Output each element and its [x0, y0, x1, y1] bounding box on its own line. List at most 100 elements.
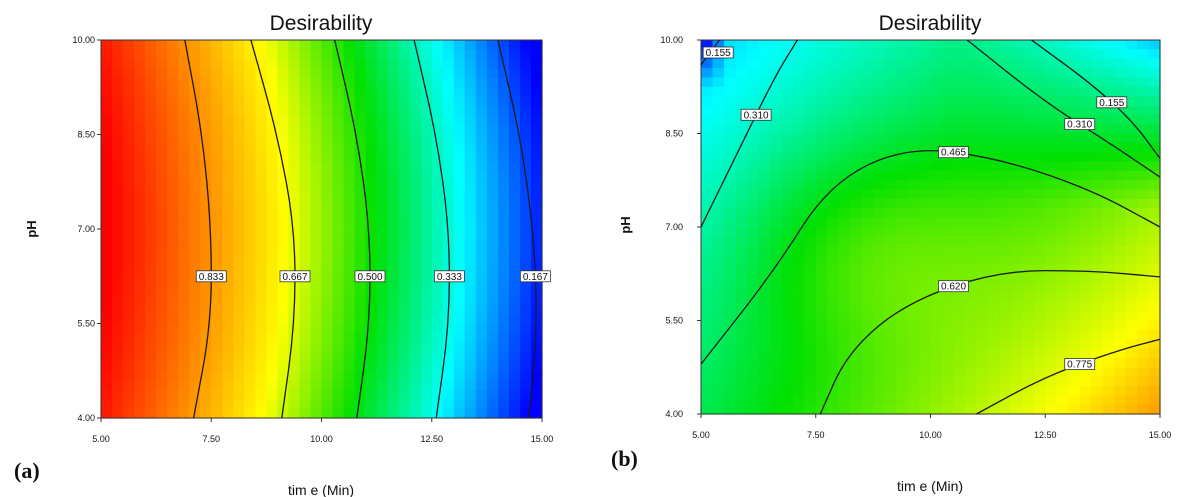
heatmap-cell	[1148, 264, 1161, 275]
heatmap-cell	[1068, 367, 1081, 378]
heatmap-cell	[145, 285, 157, 296]
heatmap-cell	[873, 58, 886, 69]
heatmap-cell	[277, 143, 290, 154]
heatmap-cell	[442, 361, 455, 372]
heatmap-cell	[701, 311, 714, 322]
heatmap-cell	[145, 238, 157, 249]
heatmap-cell	[277, 68, 290, 79]
heatmap-cell	[376, 115, 389, 126]
heatmap-cell	[497, 134, 510, 145]
heatmap-cell	[398, 77, 411, 88]
heatmap-cell	[299, 96, 312, 107]
heatmap-cell	[896, 245, 909, 256]
heatmap-cell	[332, 143, 345, 154]
heatmap-cell	[769, 161, 782, 172]
heatmap-cell	[1056, 245, 1069, 256]
heatmap-cell	[332, 125, 345, 136]
heatmap-cell	[409, 323, 422, 334]
heatmap-cell	[101, 134, 113, 145]
heatmap-cell	[838, 180, 851, 191]
heatmap-cell	[861, 311, 874, 322]
heatmap-cell	[815, 96, 828, 107]
heatmap-cell	[431, 380, 444, 391]
heatmap-cell	[420, 257, 433, 268]
heatmap-cell	[299, 304, 312, 315]
heatmap-cell	[735, 264, 748, 275]
heatmap-cell	[873, 180, 886, 191]
heatmap-cell	[453, 408, 466, 419]
heatmap-cell	[723, 198, 737, 209]
heatmap-cell	[376, 87, 389, 98]
heatmap-cell	[723, 311, 737, 322]
heatmap-cell	[332, 96, 345, 107]
heatmap-cell	[896, 152, 909, 163]
heatmap-cell	[838, 273, 851, 284]
heatmap-cell	[976, 124, 989, 135]
heatmap-cell	[310, 238, 323, 249]
heatmap-cell	[233, 181, 245, 192]
heatmap-cell	[1022, 133, 1035, 144]
heatmap-cell	[167, 58, 179, 69]
heatmap-cell	[233, 162, 245, 173]
heatmap-cell	[178, 229, 190, 240]
heatmap-cell	[189, 238, 201, 249]
heatmap-cell	[530, 238, 543, 249]
heatmap-cell	[941, 255, 955, 265]
heatmap-cell	[222, 40, 234, 51]
heatmap-cell	[1033, 189, 1046, 200]
heatmap-cell	[134, 399, 146, 410]
heatmap-cell	[211, 361, 223, 372]
heatmap-cell	[1125, 68, 1138, 78]
heatmap-cell	[919, 96, 932, 107]
heatmap-cell	[758, 208, 771, 219]
heatmap-cell	[712, 152, 725, 163]
heatmap-cell	[1079, 58, 1092, 69]
heatmap-cell	[519, 134, 532, 145]
heatmap-cell	[343, 361, 356, 372]
heatmap-cell	[508, 332, 521, 343]
heatmap-cell	[838, 77, 851, 88]
heatmap-cell	[746, 273, 759, 284]
heatmap-cell	[266, 191, 279, 202]
heatmap-cell	[398, 68, 411, 79]
heatmap-cell	[792, 376, 805, 387]
heatmap-cell	[409, 399, 422, 410]
heatmap-cell	[497, 408, 510, 419]
heatmap-cell	[299, 323, 312, 334]
heatmap-cell	[508, 143, 521, 154]
heatmap-cell	[781, 339, 794, 350]
heatmap-cell	[442, 40, 455, 51]
heatmap-cell	[792, 58, 805, 69]
heatmap-cell	[1045, 367, 1058, 378]
heatmap-cell	[321, 238, 334, 249]
heatmap-cell	[310, 342, 323, 353]
heatmap-cell	[919, 86, 932, 97]
heatmap-cell	[976, 311, 989, 322]
heatmap-cell	[530, 191, 543, 202]
heatmap-cell	[222, 389, 234, 400]
heatmap-cell	[976, 385, 989, 396]
heatmap-cell	[508, 370, 521, 381]
heatmap-cell	[964, 367, 977, 378]
heatmap-cell	[167, 106, 179, 117]
heatmap-cell	[420, 181, 433, 192]
heatmap-cell	[497, 162, 510, 173]
heatmap-cell	[244, 153, 256, 164]
heatmap-cell	[310, 389, 323, 400]
heatmap-cell	[431, 314, 444, 325]
heatmap-cell	[907, 217, 920, 228]
heatmap-cell	[156, 408, 168, 419]
heatmap-cell	[861, 385, 874, 396]
heatmap-cell	[508, 408, 521, 419]
heatmap-cell	[222, 332, 234, 343]
heatmap-cell	[792, 68, 805, 78]
heatmap-cell	[222, 77, 234, 88]
heatmap-cell	[792, 40, 805, 50]
heatmap-cell	[420, 143, 433, 154]
heatmap-cell	[442, 219, 455, 230]
heatmap-cell	[1137, 311, 1150, 322]
heatmap-cell	[134, 304, 146, 315]
heatmap-cell	[486, 276, 499, 287]
heatmap-cell	[781, 227, 794, 237]
heatmap-cell	[244, 285, 256, 296]
